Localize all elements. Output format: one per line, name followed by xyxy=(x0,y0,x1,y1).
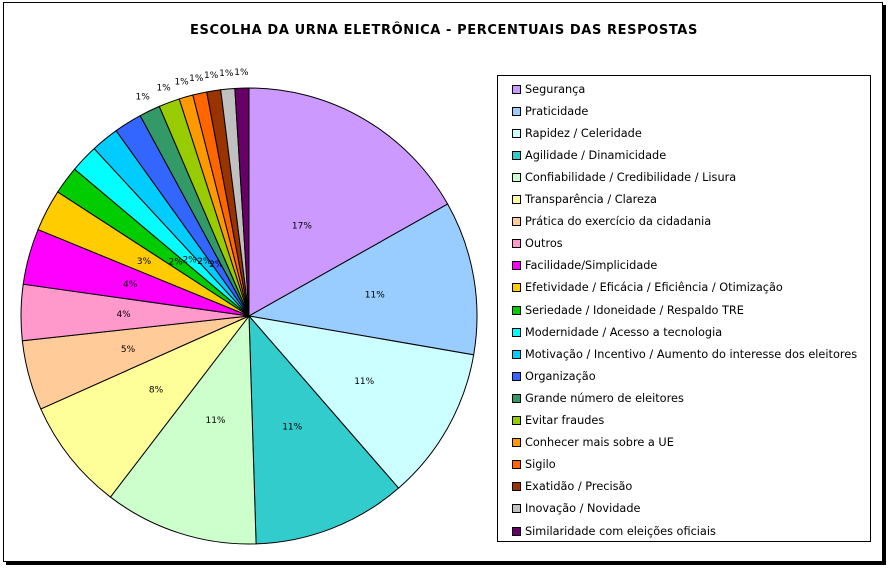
slice-data-label: 5% xyxy=(121,345,136,355)
legend-item: Prática do exercício da cidadania xyxy=(512,211,711,233)
slice-data-label: 2% xyxy=(182,255,197,265)
slice-data-label: 1% xyxy=(136,92,151,102)
legend-swatch xyxy=(512,460,521,470)
slice-data-label: 17% xyxy=(292,221,312,231)
slice-data-label: 1% xyxy=(204,71,219,81)
legend-label: Seriedade / Idoneidade / Respaldo TRE xyxy=(525,303,744,317)
pie-slice xyxy=(234,87,250,317)
legend-item: Exatidão / Precisão xyxy=(512,476,632,498)
legend-item: Outros xyxy=(512,233,563,255)
slice-data-label: 1% xyxy=(189,74,204,84)
legend-label: Rapidez / Celeridade xyxy=(525,126,642,140)
slice-data-label: 2% xyxy=(197,257,212,267)
slice-data-label: 4% xyxy=(123,280,138,290)
chart-title: ESCOLHA DA URNA ELETRÔNICA - PERCENTUAIS… xyxy=(190,23,698,38)
legend-label: Modernidade / Acesso a tecnologia xyxy=(525,325,723,339)
pie-slice xyxy=(247,315,475,489)
legend-swatch xyxy=(512,504,521,514)
legend-item: Sigilo xyxy=(512,454,556,476)
slice-data-label: 11% xyxy=(354,377,374,387)
legend-item: Grande número de eleitores xyxy=(512,387,684,409)
legend-item: Seriedade / Idoneidade / Respaldo TRE xyxy=(512,299,744,321)
legend-item: Transparência / Clareza xyxy=(512,189,657,211)
legend-item: Segurança xyxy=(512,78,585,100)
legend-label: Inovação / Novidade xyxy=(525,502,641,516)
legend-label: Praticidade xyxy=(525,104,589,118)
legend-swatch xyxy=(512,106,521,116)
legend-swatch xyxy=(512,128,521,138)
legend: Segurança Praticidade Rapidez / Celeridade… xyxy=(497,75,871,542)
legend-item: Facilidade/Simplicidade xyxy=(512,255,657,277)
legend-label: Sigilo xyxy=(525,458,556,472)
legend-swatch xyxy=(512,349,521,359)
legend-label: Segurança xyxy=(525,82,586,96)
slice-data-label: 1% xyxy=(219,69,234,79)
legend-swatch xyxy=(512,195,521,204)
legend-swatch xyxy=(512,283,521,293)
legend-swatch xyxy=(512,371,521,381)
legend-label: Motivação / Incentivo / Aumento do inter… xyxy=(525,347,858,361)
slice-data-label: 11% xyxy=(365,290,385,300)
legend-item: Organização xyxy=(512,365,596,387)
slice-data-label: 8% xyxy=(149,386,164,396)
slice-data-label: 2% xyxy=(209,260,224,270)
pie-slice xyxy=(40,315,250,498)
pie-slice xyxy=(247,203,478,356)
legend-swatch xyxy=(512,217,521,227)
slice-data-label: 2% xyxy=(169,258,184,268)
legend-item: Confiabilidade / Credibilidade / Lisura xyxy=(512,166,736,188)
legend-label: Conhecer mais sobre a UE xyxy=(525,436,674,450)
legend-label: Facilidade/Simplicidade xyxy=(525,259,658,273)
legend-swatch xyxy=(512,482,521,492)
legend-swatch xyxy=(512,150,521,160)
legend-swatch xyxy=(512,172,521,182)
legend-item: Motivação / Incentivo / Aumento do inter… xyxy=(512,343,857,365)
legend-swatch xyxy=(512,393,521,403)
slice-data-label: 1% xyxy=(156,84,171,94)
legend-label: Agilidade / Dinamicidade xyxy=(525,148,667,162)
slice-data-label: 3% xyxy=(137,257,152,267)
legend-swatch xyxy=(512,526,521,536)
legend-label: Similaridade com eleições oficiais xyxy=(525,524,716,538)
legend-item: Similaridade com eleições oficiais xyxy=(512,520,716,542)
slice-data-label: 4% xyxy=(116,310,131,320)
slice-data-label: 1% xyxy=(234,68,249,78)
legend-item: Evitar fraudes xyxy=(512,410,604,432)
legend-swatch xyxy=(512,416,521,425)
legend-label: Prática do exercício da cidadania xyxy=(525,215,712,229)
legend-item: Inovação / Novidade xyxy=(512,498,640,520)
legend-swatch xyxy=(512,438,521,448)
legend-swatch xyxy=(512,239,521,249)
legend-swatch xyxy=(512,261,521,271)
legend-item: Conhecer mais sobre a UE xyxy=(512,432,674,454)
pie-slice xyxy=(248,87,449,317)
legend-label: Grande número de eleitores xyxy=(525,391,684,405)
legend-label: Confiabilidade / Credibilidade / Lisura xyxy=(525,170,737,184)
legend-item: Praticidade xyxy=(512,100,588,122)
legend-label: Outros xyxy=(525,237,563,251)
legend-swatch xyxy=(512,327,521,337)
legend-item: Efetividade / Eficácia / Eficiência / Ot… xyxy=(512,277,783,299)
slice-data-label: 11% xyxy=(282,422,302,432)
pie-slice xyxy=(109,314,257,545)
legend-label: Exatidão / Precisão xyxy=(525,480,633,494)
pie-slice xyxy=(248,314,400,545)
legend-label: Organização xyxy=(525,369,596,383)
legend-swatch xyxy=(512,84,521,94)
legend-swatch xyxy=(512,305,521,315)
legend-label: Evitar fraudes xyxy=(525,414,605,427)
slice-data-label: 11% xyxy=(205,416,225,426)
legend-item: Modernidade / Acesso a tecnologia xyxy=(512,321,722,343)
slice-data-label: 1% xyxy=(174,78,189,88)
legend-item: Agilidade / Dinamicidade xyxy=(512,144,666,166)
legend-label: Efetividade / Eficácia / Eficiência / Ot… xyxy=(525,281,783,295)
legend-label: Transparência / Clareza xyxy=(525,193,657,206)
legend-item: Rapidez / Celeridade xyxy=(512,122,642,144)
